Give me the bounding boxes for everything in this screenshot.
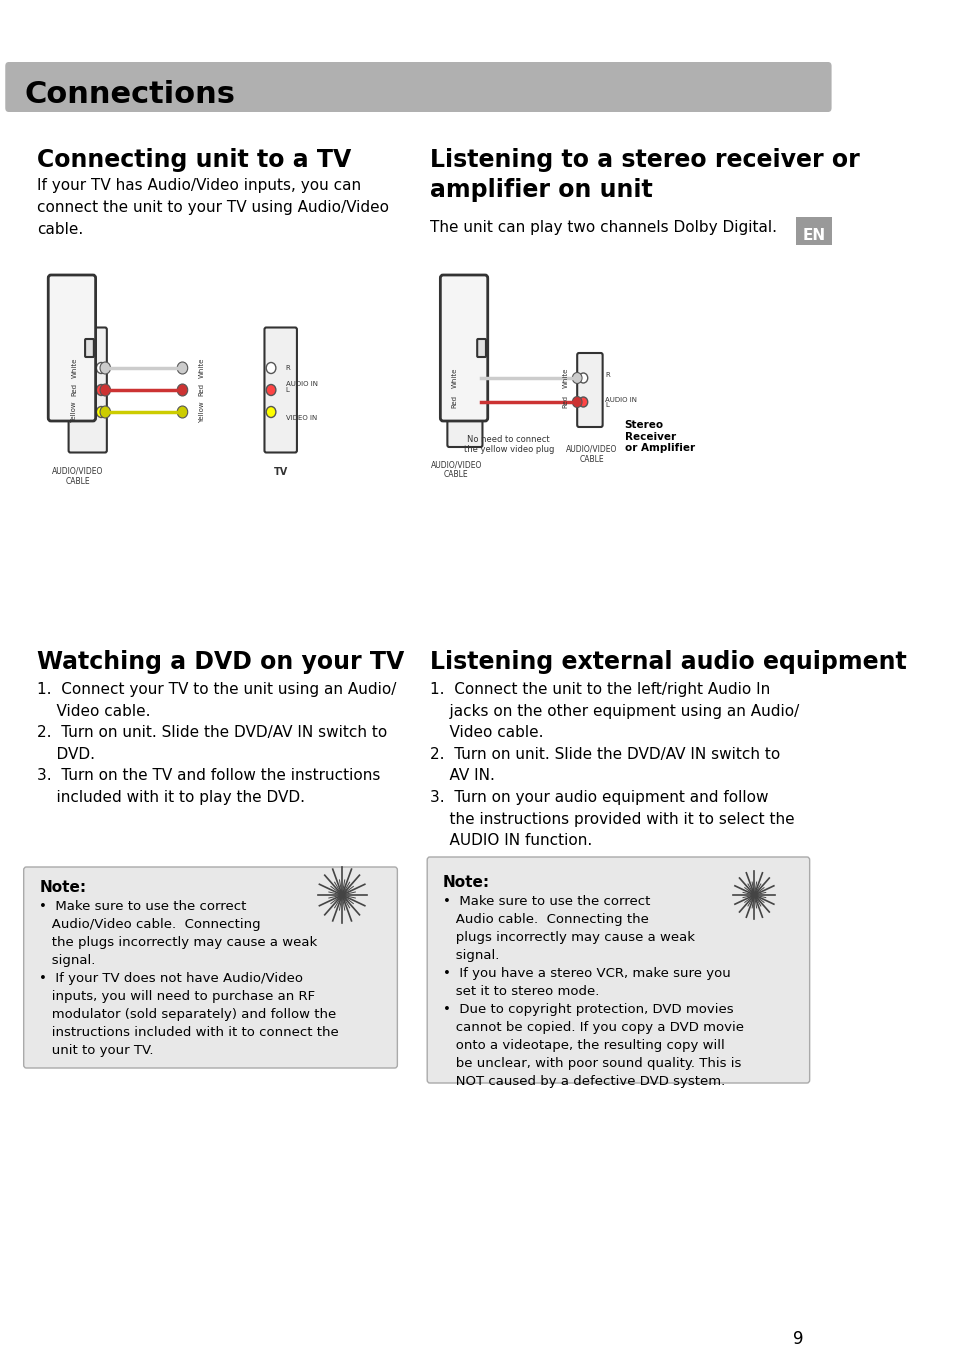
Circle shape <box>572 372 581 383</box>
FancyBboxPatch shape <box>49 275 95 421</box>
Text: 9: 9 <box>792 1330 802 1349</box>
Text: Yellow: Yellow <box>71 401 77 422</box>
FancyBboxPatch shape <box>69 328 107 452</box>
Text: White: White <box>198 357 205 378</box>
Text: Red: Red <box>451 395 456 409</box>
Text: EN: EN <box>801 227 824 242</box>
Text: Yellow: Yellow <box>198 401 205 422</box>
Text: L: L <box>604 402 609 408</box>
Text: Listening external audio equipment: Listening external audio equipment <box>430 650 905 674</box>
Circle shape <box>100 362 111 374</box>
Text: Red: Red <box>562 395 568 409</box>
Text: Stereo
Receiver
or Amplifier: Stereo Receiver or Amplifier <box>624 420 694 454</box>
Text: 1.  Connect the unit to the left/right Audio In
    jacks on the other equipment: 1. Connect the unit to the left/right Au… <box>430 682 799 848</box>
Circle shape <box>96 406 106 417</box>
FancyBboxPatch shape <box>476 338 485 357</box>
FancyBboxPatch shape <box>264 328 296 452</box>
Text: The unit can play two channels Dolby Digital.: The unit can play two channels Dolby Dig… <box>430 219 776 236</box>
Circle shape <box>96 363 106 374</box>
Text: L: L <box>285 387 289 393</box>
Bar <box>796 217 831 245</box>
Circle shape <box>100 385 111 395</box>
Text: AUDIO IN: AUDIO IN <box>604 397 637 403</box>
Text: Listening to a stereo receiver or
amplifier on unit: Listening to a stereo receiver or amplif… <box>430 148 859 202</box>
Text: Red: Red <box>71 383 77 397</box>
Text: 1.  Connect your TV to the unit using an Audio/
    Video cable.
2.  Turn on uni: 1. Connect your TV to the unit using an … <box>37 682 395 806</box>
Circle shape <box>177 406 188 418</box>
Circle shape <box>473 366 481 375</box>
FancyBboxPatch shape <box>24 867 397 1068</box>
Circle shape <box>96 385 106 395</box>
Text: AUDIO IN: AUDIO IN <box>285 382 317 387</box>
FancyBboxPatch shape <box>447 333 482 447</box>
Text: White: White <box>562 368 568 389</box>
Text: •  Make sure to use the correct
   Audio cable.  Connecting the
   plugs incorre: • Make sure to use the correct Audio cab… <box>442 895 743 1089</box>
Text: White: White <box>71 357 77 378</box>
Text: VIDEO IN: VIDEO IN <box>285 414 316 421</box>
Circle shape <box>473 405 481 414</box>
Circle shape <box>572 397 581 408</box>
Text: Connecting unit to a TV: Connecting unit to a TV <box>37 148 351 172</box>
Circle shape <box>473 385 481 395</box>
Circle shape <box>578 372 587 383</box>
FancyBboxPatch shape <box>440 275 487 421</box>
Text: AUDIO/VIDEO
CABLE: AUDIO/VIDEO CABLE <box>430 460 481 479</box>
Circle shape <box>477 397 487 408</box>
Circle shape <box>477 372 487 383</box>
Circle shape <box>266 406 275 417</box>
Circle shape <box>177 362 188 374</box>
Text: If your TV has Audio/Video inputs, you can
connect the unit to your TV using Aud: If your TV has Audio/Video inputs, you c… <box>37 177 389 237</box>
Text: Watching a DVD on your TV: Watching a DVD on your TV <box>37 650 404 674</box>
Text: TV: TV <box>274 467 288 477</box>
Text: AUDIO/VIDEO
CABLE: AUDIO/VIDEO CABLE <box>566 445 618 464</box>
Text: Red: Red <box>198 383 205 397</box>
Text: No need to connect
the yellow video plug: No need to connect the yellow video plug <box>463 435 554 455</box>
Text: Connections: Connections <box>25 80 235 110</box>
FancyBboxPatch shape <box>6 62 831 112</box>
Circle shape <box>177 385 188 395</box>
Circle shape <box>266 363 275 374</box>
Text: •  Make sure to use the correct
   Audio/Video cable.  Connecting
   the plugs i: • Make sure to use the correct Audio/Vid… <box>39 900 339 1057</box>
Circle shape <box>266 385 275 395</box>
Text: AUDIO/VIDEO
CABLE: AUDIO/VIDEO CABLE <box>52 467 104 486</box>
FancyBboxPatch shape <box>577 353 602 427</box>
FancyBboxPatch shape <box>85 338 93 357</box>
Text: Note:: Note: <box>442 875 490 890</box>
Text: Note:: Note: <box>39 880 87 895</box>
Text: R: R <box>604 372 609 378</box>
Circle shape <box>100 406 111 418</box>
Circle shape <box>578 397 587 408</box>
Text: R: R <box>285 366 290 371</box>
FancyBboxPatch shape <box>427 857 809 1083</box>
Text: White: White <box>451 368 456 389</box>
